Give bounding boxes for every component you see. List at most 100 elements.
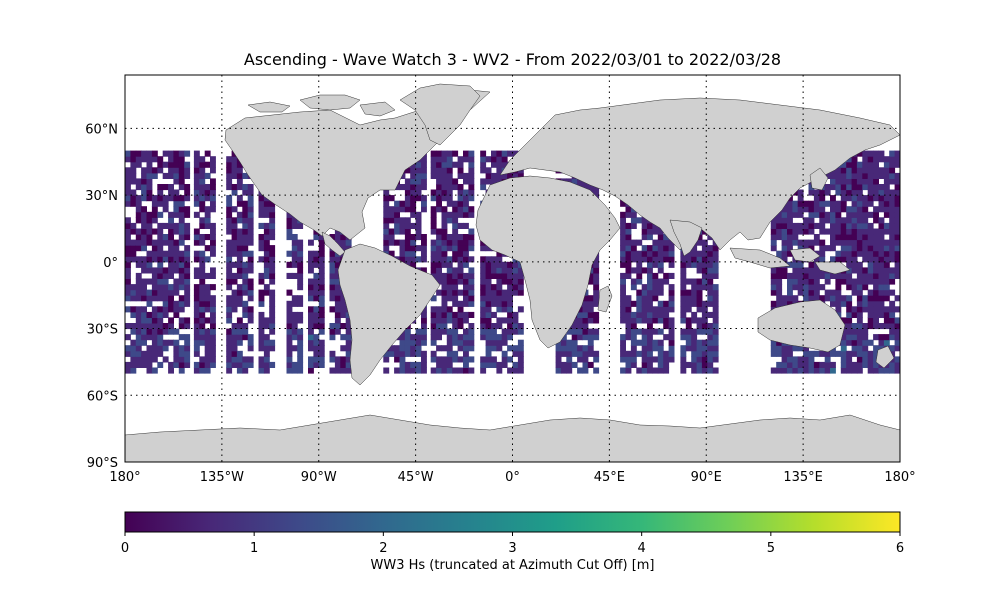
data-cell <box>555 356 562 363</box>
data-cell <box>813 295 820 302</box>
data-cell <box>582 361 589 368</box>
data-cell <box>781 267 788 274</box>
data-cell <box>571 361 578 368</box>
data-cell <box>452 228 459 235</box>
data-cell <box>867 150 874 157</box>
data-cell <box>851 328 858 335</box>
data-cell <box>345 323 352 330</box>
data-cell <box>410 367 417 374</box>
data-cell <box>647 245 653 252</box>
data-cell <box>496 367 503 374</box>
data-cell <box>873 295 879 302</box>
data-cell <box>463 356 469 363</box>
data-cell <box>410 345 417 352</box>
data-cell <box>193 367 200 374</box>
data-cell <box>210 222 216 229</box>
data-cell <box>421 239 427 246</box>
data-cell <box>712 284 719 291</box>
data-cell <box>226 250 233 257</box>
data-cell <box>184 150 191 157</box>
data-cell <box>210 167 216 174</box>
data-cell <box>242 217 249 224</box>
data-cell <box>846 222 853 229</box>
data-cell <box>388 345 395 352</box>
data-cell <box>636 272 643 279</box>
data-cell <box>696 339 703 346</box>
data-cell <box>236 239 243 246</box>
data-cell <box>707 339 714 346</box>
data-cell <box>507 278 513 285</box>
data-cell <box>873 284 879 291</box>
data-cell <box>130 222 137 229</box>
data-cell <box>846 350 853 357</box>
data-cell <box>803 361 809 368</box>
data-cell <box>496 278 503 285</box>
data-cell <box>862 245 869 252</box>
data-cell <box>824 228 831 235</box>
data-cell <box>630 211 637 218</box>
data-cell <box>184 189 191 196</box>
data-cell <box>507 367 513 374</box>
data-cell <box>441 311 448 318</box>
data-cell <box>652 367 659 374</box>
data-cell <box>135 317 142 324</box>
data-cell <box>846 317 853 324</box>
data-cell <box>835 300 842 307</box>
data-cell <box>883 289 890 296</box>
data-cell <box>808 217 815 224</box>
data-cell <box>141 323 147 330</box>
data-cell <box>441 234 448 241</box>
data-cell <box>204 245 211 252</box>
data-cell <box>851 217 858 224</box>
data-cell <box>824 172 831 179</box>
data-cell <box>593 261 600 268</box>
data-cell <box>480 311 487 318</box>
data-cell <box>410 256 417 263</box>
data-cell <box>242 334 249 341</box>
data-cell <box>231 217 238 224</box>
data-cell <box>436 150 442 157</box>
data-cell <box>130 356 137 363</box>
data-cell <box>685 295 692 302</box>
data-cell <box>130 228 137 235</box>
data-cell <box>701 328 708 335</box>
data-cell <box>701 306 708 313</box>
data-cell <box>436 317 442 324</box>
lat-tick-label: 30°S <box>87 323 118 338</box>
data-cell <box>712 339 719 346</box>
data-cell <box>883 278 890 285</box>
data-cell <box>258 278 265 285</box>
data-cell <box>193 211 200 218</box>
data-cell <box>878 172 885 179</box>
data-cell <box>210 361 216 368</box>
data-cell <box>813 206 820 213</box>
data-cell <box>231 300 238 307</box>
data-cell <box>291 222 298 229</box>
data-cell <box>130 345 137 352</box>
data-cell <box>421 178 427 185</box>
data-cell <box>496 250 503 257</box>
lon-tick-label: 45°W <box>398 470 434 485</box>
data-cell <box>668 289 675 296</box>
data-cell <box>291 261 298 268</box>
data-cell <box>883 239 890 246</box>
data-cell <box>151 317 158 324</box>
data-cell <box>452 161 459 168</box>
data-cell <box>712 334 719 341</box>
data-cell <box>491 272 497 279</box>
data-cell <box>263 289 270 296</box>
data-cell <box>625 267 632 274</box>
data-cell <box>625 228 632 235</box>
data-cell <box>313 323 320 330</box>
data-cell <box>141 239 147 246</box>
data-cell <box>840 206 847 213</box>
data-cell <box>830 300 836 307</box>
data-cell <box>308 256 314 263</box>
data-cell <box>388 350 395 357</box>
data-cell <box>263 339 270 346</box>
data-cell <box>813 234 820 241</box>
data-cell <box>851 195 858 202</box>
data-cell <box>178 167 185 174</box>
data-cell <box>819 367 826 374</box>
data-cell <box>125 267 131 274</box>
